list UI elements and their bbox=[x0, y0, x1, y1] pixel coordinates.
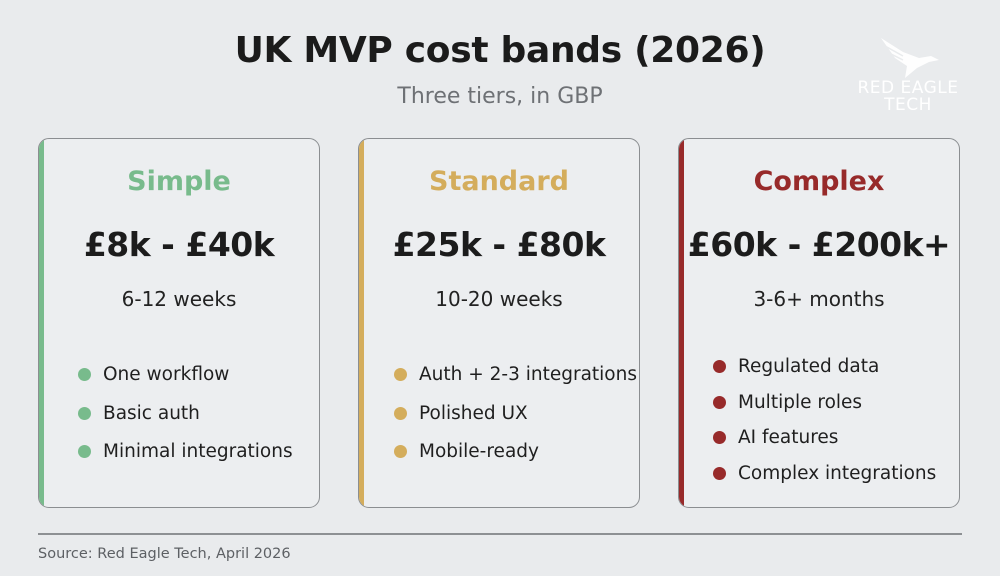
bullet-icon bbox=[78, 445, 91, 458]
bullet-icon bbox=[713, 360, 726, 373]
brand-name-line2: TECH bbox=[884, 95, 932, 115]
feature-item: AI features bbox=[679, 424, 959, 460]
feature-item: Minimal integrations bbox=[39, 438, 319, 477]
tier-card-standard: Standard £25k - £80k 10-20 weeks Auth + … bbox=[358, 138, 640, 508]
tier-duration: 3-6+ months bbox=[753, 287, 885, 311]
bullet-icon bbox=[78, 406, 91, 420]
feature-label: Mobile-ready bbox=[419, 441, 539, 462]
tier-accent-bar bbox=[359, 139, 364, 507]
feature-label: Multiple roles bbox=[738, 391, 863, 413]
feature-item: Basic auth bbox=[39, 400, 319, 439]
bullet-icon bbox=[394, 406, 407, 420]
bullet-icon bbox=[78, 368, 91, 381]
tier-duration: 10-20 weeks bbox=[435, 287, 563, 311]
tier-price-range: £25k - £80k bbox=[392, 225, 606, 264]
source-note: Source: Red Eagle Tech, April 2026 bbox=[38, 546, 291, 562]
brand-logo: RED EAGLE TECH bbox=[848, 36, 968, 126]
feature-item: Polished UX bbox=[359, 400, 639, 439]
feature-item: Multiple roles bbox=[679, 389, 959, 425]
feature-label: AI features bbox=[738, 427, 839, 448]
tier-name: Complex bbox=[753, 166, 885, 197]
tier-card-simple: Simple £8k - £40k 6-12 weeks One workflo… bbox=[38, 138, 320, 508]
feature-item: One workflow bbox=[39, 361, 319, 400]
bullet-icon bbox=[713, 395, 726, 409]
feature-list: Auth + 2-3 integrations Polished UX Mobi… bbox=[359, 361, 639, 477]
eagle-icon bbox=[881, 38, 939, 78]
page-title: UK MVP cost bands (2026) bbox=[234, 30, 766, 71]
feature-item: Mobile-ready bbox=[359, 438, 639, 477]
feature-label: Complex integrations bbox=[738, 462, 937, 484]
bullet-icon bbox=[713, 466, 726, 480]
tier-price-range: £8k - £40k bbox=[83, 225, 275, 264]
tier-accent-bar bbox=[39, 139, 44, 507]
feature-label: Polished UX bbox=[419, 402, 528, 424]
tier-name: Simple bbox=[127, 166, 231, 197]
tier-card-complex: Complex £60k - £200k+ 3-6+ months Regula… bbox=[678, 138, 960, 508]
bullet-icon bbox=[394, 445, 407, 458]
feature-label: Regulated data bbox=[738, 356, 880, 377]
brand-name-line1: RED EAGLE bbox=[857, 78, 959, 98]
feature-list: One workflow Basic auth Minimal integrat… bbox=[39, 361, 319, 477]
feature-item: Auth + 2-3 integrations bbox=[359, 361, 639, 400]
feature-item: Regulated data bbox=[679, 353, 959, 389]
bullet-icon bbox=[394, 368, 407, 381]
footer-divider bbox=[38, 533, 962, 535]
feature-label: Minimal integrations bbox=[103, 441, 293, 462]
feature-item: Complex integrations bbox=[679, 460, 959, 496]
tier-name: Standard bbox=[429, 166, 569, 197]
feature-list: Regulated data Multiple roles AI feature… bbox=[679, 353, 959, 495]
tier-price-range: £60k - £200k+ bbox=[687, 225, 951, 264]
tier-duration: 6-12 weeks bbox=[121, 287, 237, 311]
tier-accent-bar bbox=[679, 139, 684, 507]
feature-label: Basic auth bbox=[103, 402, 200, 424]
page-subtitle: Three tiers, in GBP bbox=[397, 84, 603, 109]
bullet-icon bbox=[713, 431, 726, 444]
feature-label: Auth + 2-3 integrations bbox=[419, 364, 637, 385]
feature-label: One workflow bbox=[103, 364, 230, 385]
